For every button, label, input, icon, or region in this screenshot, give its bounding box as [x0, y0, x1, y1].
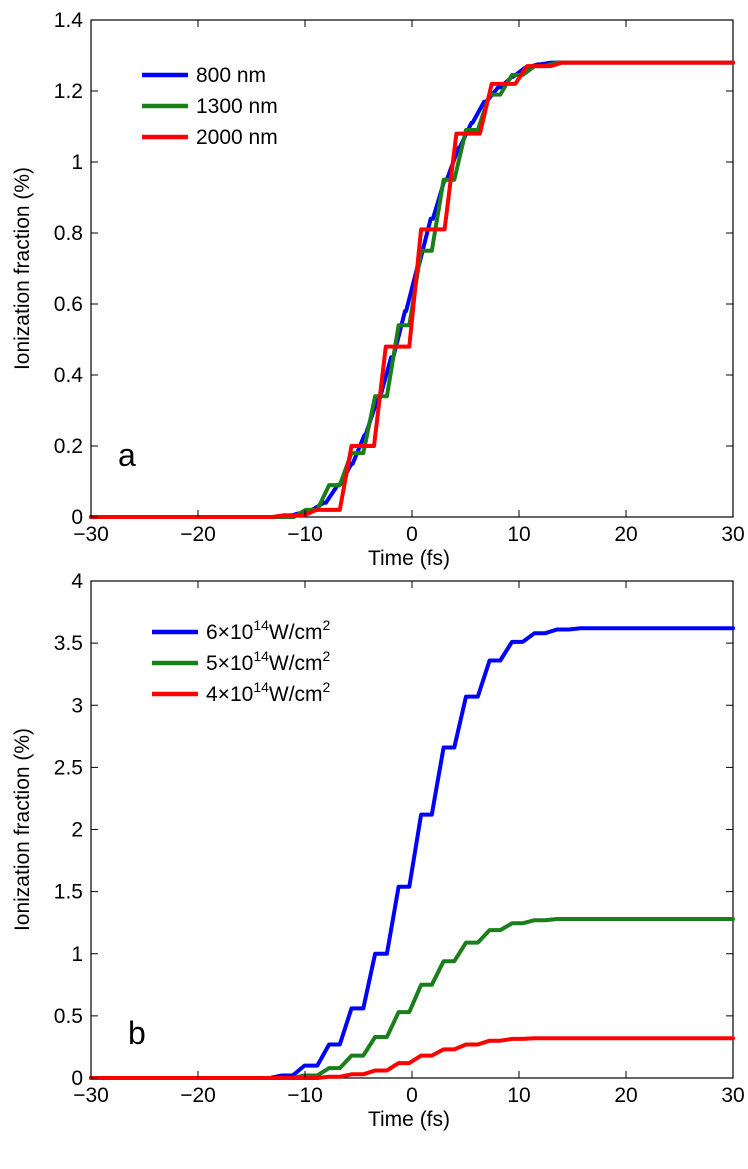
- y-axis-title: Ionization fraction (%): [11, 728, 34, 931]
- x-tick-label: 0: [406, 523, 418, 546]
- y-tick-label: 1.2: [54, 80, 83, 103]
- y-tick-label: 0.4: [54, 364, 84, 387]
- y-tick-label: 0: [71, 1067, 83, 1090]
- x-tick-label: 10: [507, 523, 530, 546]
- y-tick-label: 1: [71, 151, 83, 174]
- series-line-1: [89, 917, 735, 1080]
- x-tick-label: −30: [73, 1084, 109, 1107]
- legend-label-0: 6×1014W/cm2: [206, 617, 331, 644]
- x-tick-label: −20: [180, 1084, 216, 1107]
- panel-letter: a: [118, 437, 136, 473]
- x-tick-label: 30: [721, 1084, 744, 1107]
- series-line-2: [89, 60, 735, 519]
- legend-label-1: 1300 nm: [196, 95, 278, 118]
- plot-area-frame: [90, 19, 734, 518]
- y-tick-label: 0.2: [54, 435, 83, 458]
- x-tick-label: −30: [73, 523, 109, 546]
- y-tick-label: 1.5: [54, 881, 83, 904]
- x-axis-title: Time (fs): [368, 547, 450, 570]
- panel-letter: b: [128, 1015, 146, 1051]
- legend-label-1: 5×1014W/cm2: [206, 648, 331, 675]
- legend-label-2: 2000 nm: [196, 126, 278, 149]
- y-tick-label: 1.4: [54, 9, 84, 32]
- legend-label-2: 4×1014W/cm2: [206, 679, 331, 706]
- panel-a: −30 −20 −10 0 10 20 30 0 0.2 0.4 0.6 0.8 1 1.2 1.4 Time…: [11, 9, 745, 570]
- series-line-0: [89, 60, 735, 519]
- y-tick-label: 0.5: [54, 1005, 83, 1028]
- x-tick-label: 20: [614, 1084, 637, 1107]
- x-tick-label: −10: [287, 1084, 323, 1107]
- x-tick-label: −20: [180, 523, 216, 546]
- y-tick-label: 4: [71, 570, 83, 593]
- y-tick-label: 3.5: [54, 632, 83, 655]
- y-tick-label: 3: [71, 694, 83, 717]
- x-tick-label: 20: [614, 523, 637, 546]
- x-tick-label: 30: [721, 523, 744, 546]
- legend-label-0: 800 nm: [196, 64, 266, 87]
- y-tick-label: 1: [71, 943, 83, 966]
- series-line-2: [89, 1036, 735, 1080]
- y-tick-label: 2: [71, 819, 83, 842]
- y-tick-label: 2.5: [54, 756, 83, 779]
- x-tick-label: 10: [507, 1084, 530, 1107]
- y-tick-label: 0.8: [54, 222, 83, 245]
- y-axis-title: Ionization fraction (%): [11, 167, 34, 370]
- y-tick-label: 0: [71, 506, 83, 529]
- series-line-0: [89, 626, 735, 1080]
- panel-b: −30 −20 −10 0 10 20 30 0 0.5 1 1.5 2 2.5 3 3.5 4 Time (f…: [11, 570, 745, 1131]
- x-tick-label: −10: [287, 523, 323, 546]
- x-axis-title: Time (fs): [368, 1108, 450, 1131]
- x-tick-label: 0: [406, 1084, 418, 1107]
- y-tick-label: 0.6: [54, 293, 83, 316]
